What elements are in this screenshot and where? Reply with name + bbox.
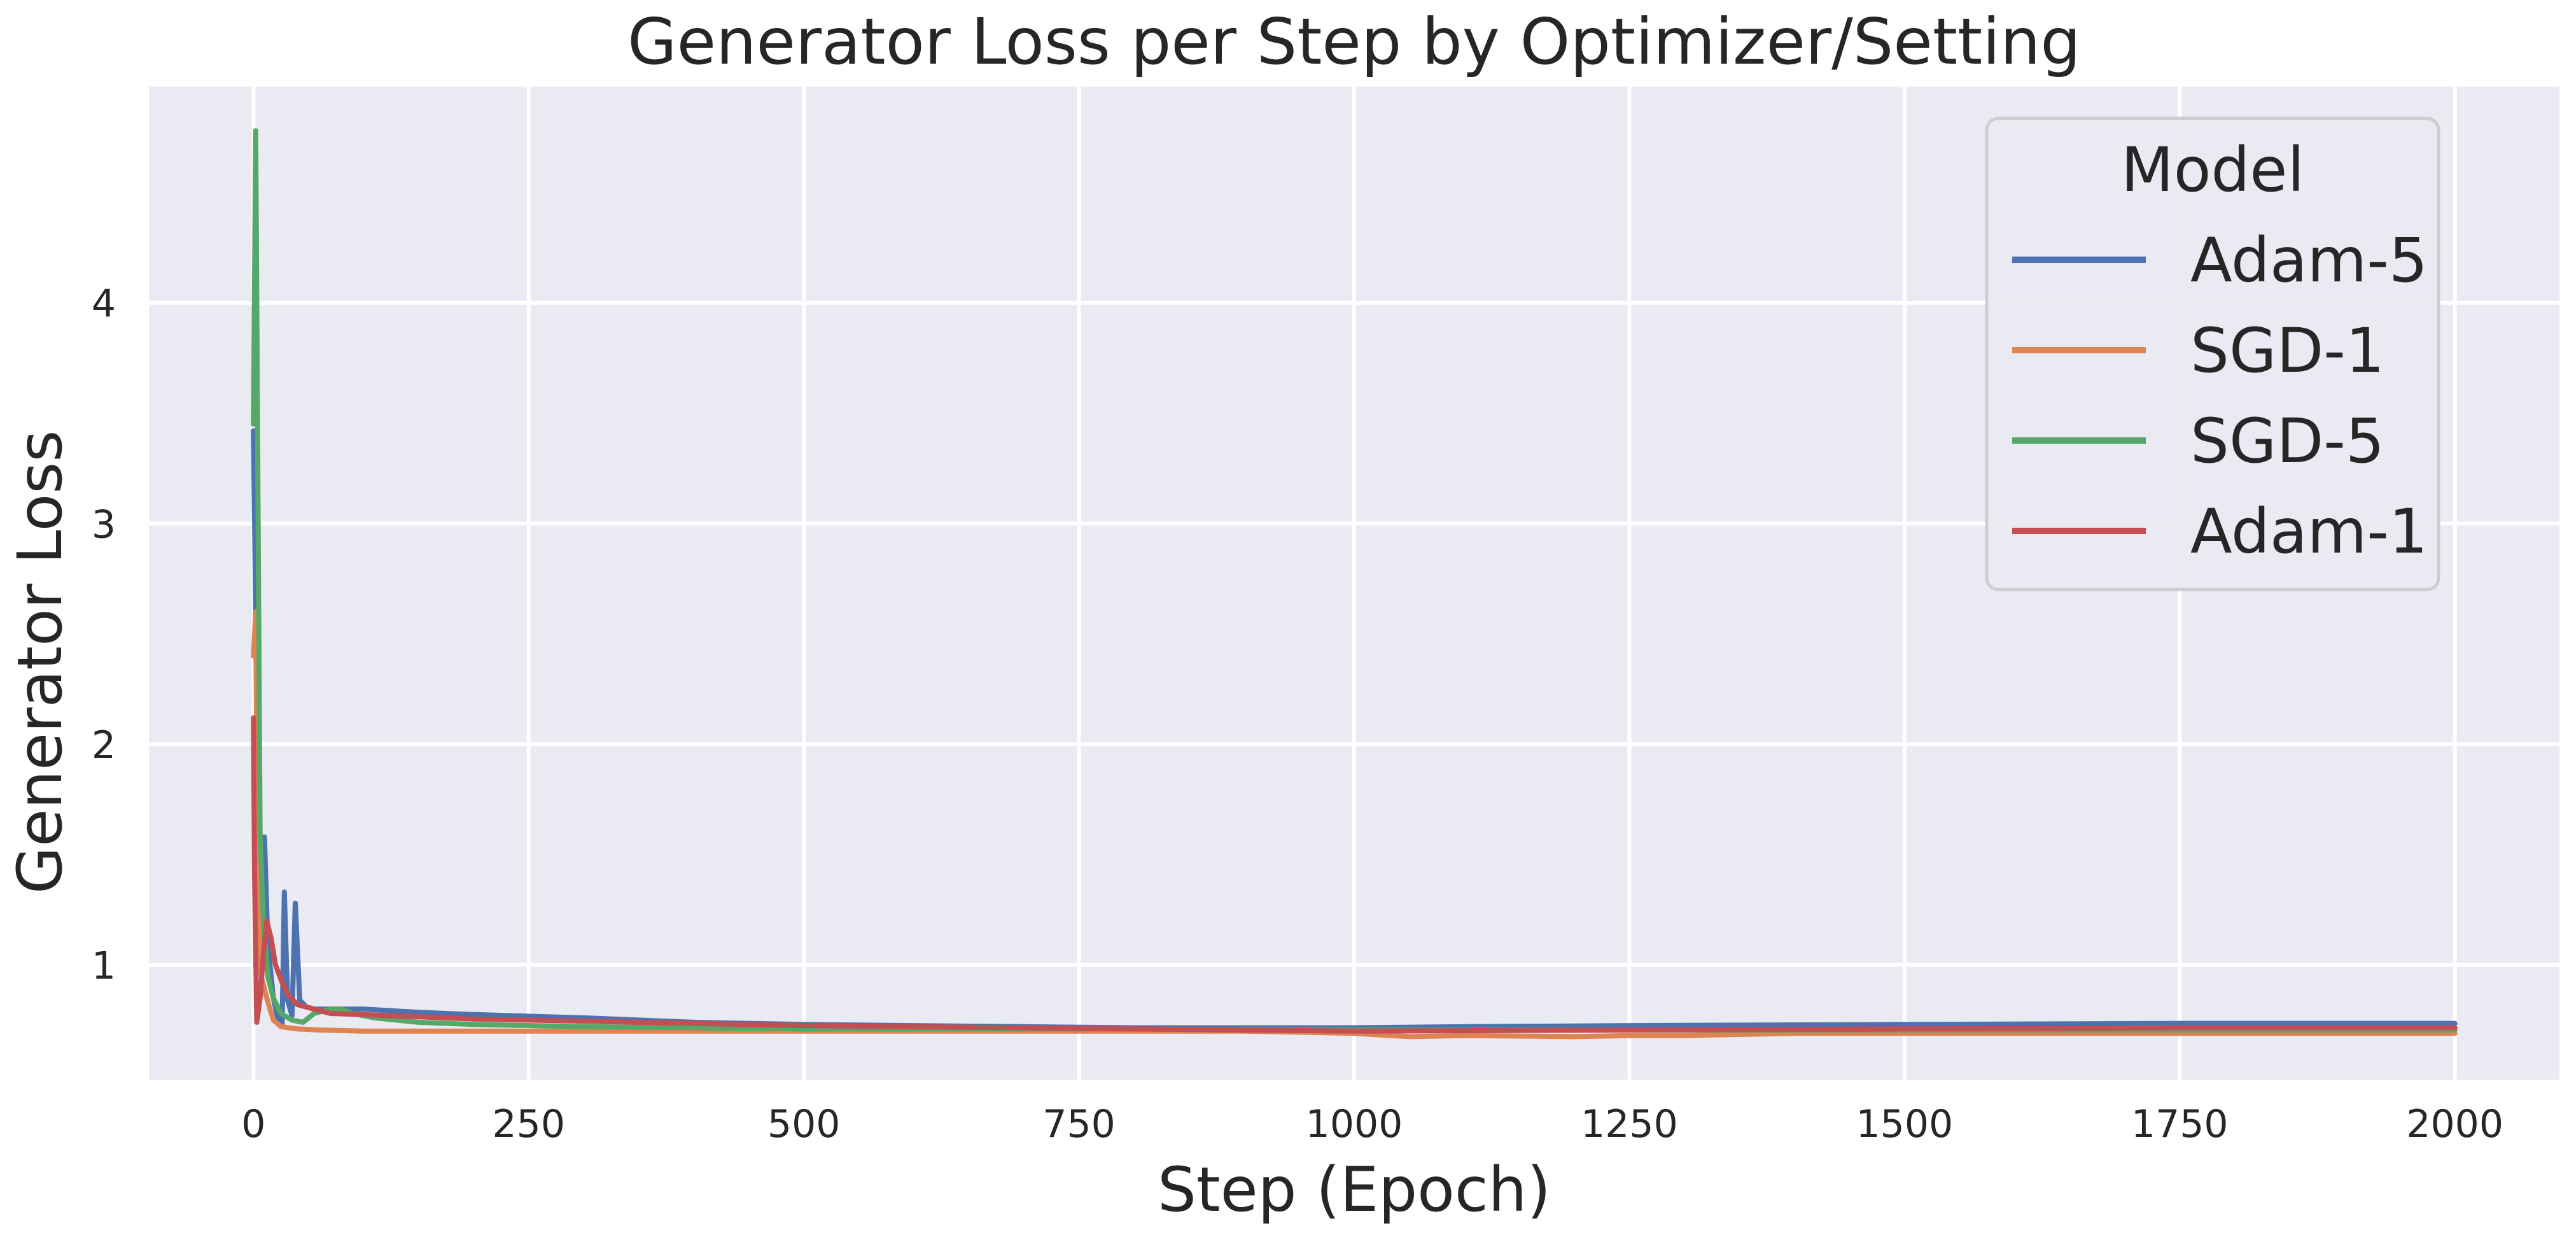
legend: Model Adam-5 SGD-1 SGD-5 Adam-1 [1985,116,2440,591]
chart-title: Generator Loss per Step by Optimizer/Set… [627,4,2081,79]
x-axis-label: Step (Epoch) [1158,1154,1551,1225]
series-lines [251,128,2458,1040]
x-tick-label: 250 [492,1102,565,1147]
x-tick-label: 1500 [1856,1102,1953,1147]
y-tick-label: 1 [92,944,116,989]
x-tick-label: 1250 [1581,1102,1678,1147]
x-tick-label: 750 [1042,1102,1116,1147]
y-tick-label: 4 [92,282,116,327]
x-tick-label: 500 [767,1102,841,1147]
y-tick-label: 3 [92,502,116,547]
x-tick-label: 2000 [2406,1102,2503,1147]
x-tick-label: 0 [241,1102,265,1147]
legend-box [1985,116,2440,591]
x-tick-label: 1000 [1306,1102,1403,1147]
y-tick-label: 2 [92,723,116,768]
legend-label-adam-5: Adam-5 [2190,225,2428,296]
legend-label-sgd-5: SGD-5 [2190,406,2384,477]
x-tick-label: 1750 [2131,1102,2229,1147]
series-line-adam-1 [251,715,2458,1034]
tick-labels: 0 250 500 750 1000 1250 1500 1750 2000 1 2 3 4 [92,282,2503,1147]
legend-label-adam-1: Adam-1 [2190,496,2428,567]
y-axis-label: Generator Loss [4,430,76,894]
legend-title: Model [2121,134,2304,206]
legend-entries: Adam-5 SGD-1 SGD-5 Adam-1 [2012,225,2428,567]
legend-label-sgd-1: SGD-1 [2190,315,2384,386]
